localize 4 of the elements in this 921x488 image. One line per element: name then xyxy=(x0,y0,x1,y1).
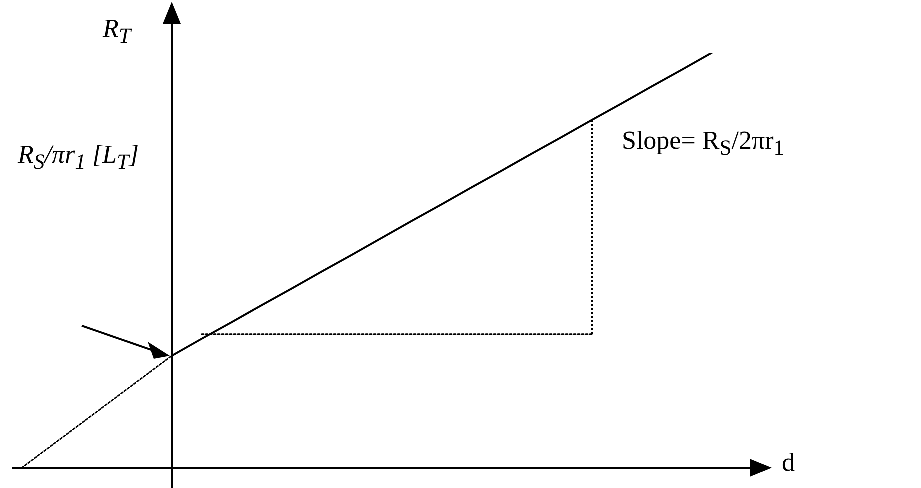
x-axis-title: d xyxy=(782,448,795,478)
annotation: Slope= R$_{S}$/2πr$_{1}$ xyxy=(622,126,785,162)
annotation: R$_{S}$/πr$_{1}$ [L$_{T}$] xyxy=(18,140,140,176)
y-axis-title: R$_{T}$ xyxy=(103,14,131,50)
